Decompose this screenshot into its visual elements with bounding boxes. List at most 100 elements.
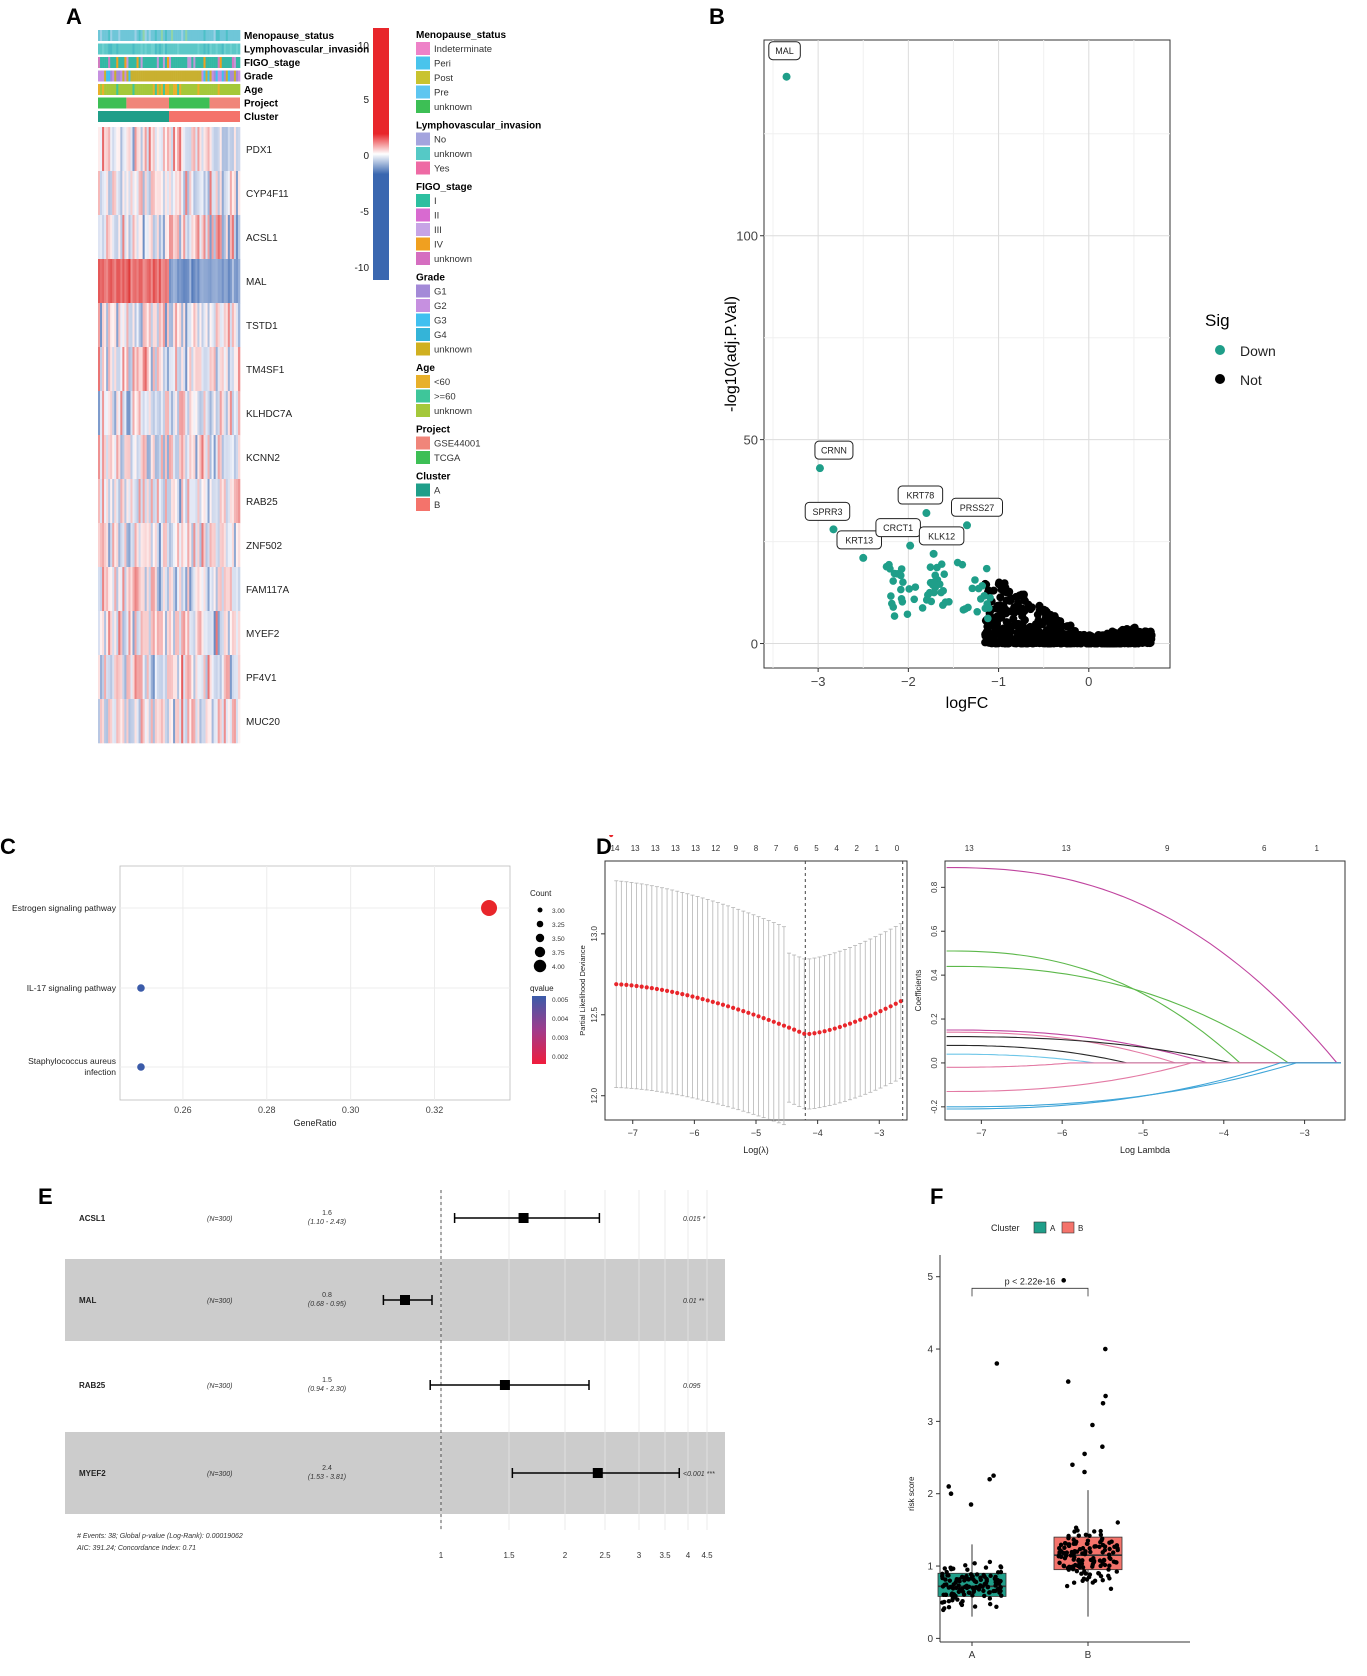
heatmap-cell <box>219 347 223 392</box>
heatmap-cell <box>106 303 109 348</box>
heatmap-cell <box>227 259 231 304</box>
heatmap-cell <box>215 303 218 348</box>
point-down <box>887 592 895 600</box>
cv-point <box>649 986 654 991</box>
annotation-track-cell <box>221 70 225 82</box>
annotation-track-cell <box>140 70 143 82</box>
coefficient-path <box>946 1062 1341 1068</box>
heatmap-cell <box>114 611 117 656</box>
heatmap-cell <box>215 347 218 392</box>
heatmap-cell <box>195 435 198 480</box>
heatmap-cell <box>199 479 202 524</box>
legend-label: Peri <box>434 59 451 70</box>
legend-swatch <box>416 194 430 207</box>
point-down <box>897 565 906 573</box>
heatmap-cell <box>235 699 239 744</box>
legend-title: Grade <box>416 273 445 284</box>
annotation-track-cell <box>122 57 125 68</box>
annotation-track-cell <box>100 84 103 95</box>
panel-label-c: C <box>0 834 16 859</box>
annotation-track-cell <box>221 43 225 55</box>
x-tick-label: A <box>969 1650 976 1661</box>
heatmap-cell <box>203 303 206 348</box>
heatmap-cell <box>164 479 168 524</box>
top-tick-label: 0 <box>895 844 900 853</box>
annotation-track-cell <box>177 84 180 95</box>
annotation-track-cell <box>164 43 168 55</box>
data-point <box>1108 1586 1114 1591</box>
heatmap-cell <box>211 347 214 392</box>
heatmap-cell <box>124 391 127 436</box>
y-tick-label: 0.4 <box>930 969 939 981</box>
y-axis-label: risk score <box>907 1476 916 1511</box>
heatmap-cell <box>177 215 180 260</box>
heatmap-cell <box>106 699 109 744</box>
data-point <box>1079 1561 1085 1566</box>
gene-label: RAB25 <box>246 497 278 508</box>
heatmap-cell <box>213 523 216 568</box>
heatmap-cell <box>110 127 113 172</box>
annotation-track-cell <box>209 84 212 95</box>
top-tick-label: 13 <box>651 844 660 853</box>
data-point <box>970 1593 975 1598</box>
annotation-track-cell <box>215 30 218 41</box>
heatmap-cell <box>227 347 231 392</box>
cv-point <box>634 983 639 989</box>
annotation-track-cell <box>169 70 172 82</box>
heatmap-cell <box>124 479 127 524</box>
data-point <box>985 1584 991 1590</box>
annotation-track-cell <box>146 70 150 82</box>
cv-point <box>675 990 680 996</box>
heatmap-cell <box>211 699 214 744</box>
data-point <box>964 1573 969 1579</box>
heatmap-cell <box>175 523 178 568</box>
heatmap-cell <box>237 479 241 524</box>
heatmap-cell <box>195 347 198 392</box>
annotation-track-cell <box>185 57 188 68</box>
heatmap-cell <box>146 699 150 744</box>
heatmap-cell <box>104 611 107 656</box>
heatmap-cell <box>169 259 172 304</box>
legend-swatch <box>416 208 430 222</box>
data-point <box>1100 1550 1105 1555</box>
point-down <box>973 607 982 616</box>
heatmap-cell <box>211 523 214 568</box>
point-not <box>1039 605 1048 614</box>
heatmap-cell <box>203 127 206 172</box>
heatmap-cell <box>108 435 111 480</box>
heatmap-cell <box>205 347 208 392</box>
annotation-track-cell <box>217 84 221 95</box>
annotation-track-cell <box>195 30 198 41</box>
heatmap-cell <box>108 655 111 700</box>
data-point <box>966 1590 972 1595</box>
heatmap-cell <box>169 567 172 612</box>
heatmap-cell <box>237 699 241 744</box>
cv-point <box>690 994 695 999</box>
heatmap-cell <box>231 347 235 392</box>
heatmap-cell <box>156 479 160 524</box>
annotation-track-cell <box>120 57 123 68</box>
legend-label: III <box>434 225 442 236</box>
heatmap-cell <box>104 347 107 392</box>
forest-gene-label: ACSL1 <box>79 1214 106 1223</box>
data-point <box>1083 1571 1088 1576</box>
annotation-track-cell <box>231 30 235 41</box>
heatmap-cell <box>207 127 210 172</box>
heatmap-cell <box>132 655 135 700</box>
data-point <box>1079 1571 1084 1576</box>
heatmap-cell <box>191 127 194 172</box>
forest-n-label: (N=300) <box>207 1471 232 1478</box>
legend-label: Indeterminate <box>434 44 492 55</box>
heatmap-cell <box>140 699 143 744</box>
heatmap-cell <box>189 347 192 392</box>
heatmap-cell <box>189 655 192 700</box>
heatmap-cell <box>152 567 156 612</box>
annotation-track-cell <box>98 70 101 82</box>
annotation-track-cell <box>142 57 145 68</box>
x-axis-label: logFC <box>946 695 989 712</box>
heatmap-cell <box>142 347 145 392</box>
annotation-track-cell <box>112 43 115 55</box>
heatmap-cell <box>98 259 101 304</box>
heatmap-cell <box>118 259 121 304</box>
heatmap-cell <box>187 127 190 172</box>
